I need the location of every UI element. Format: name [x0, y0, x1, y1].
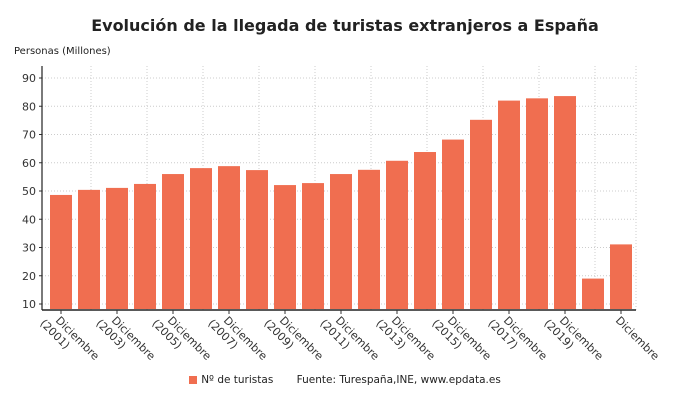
x-tick-label: Diciembre — [613, 314, 662, 363]
bar — [470, 119, 492, 309]
y-tick-label: 30 — [22, 242, 36, 255]
x-tick-label: Diciembre(2003) — [93, 308, 158, 373]
y-tick-label: 60 — [22, 157, 36, 170]
y-tick-label: 10 — [22, 298, 36, 311]
source-note: Fuente: Turespaña,INE, www.epdata.es — [296, 374, 501, 386]
bar — [50, 194, 72, 309]
x-tick-label: Diciembre(2009) — [261, 308, 326, 373]
y-tick-label: 80 — [22, 100, 36, 113]
x-tick-label: Diciembre(2001) — [37, 308, 102, 373]
y-tick-label: 20 — [22, 270, 36, 283]
bar — [582, 278, 604, 309]
bar — [190, 168, 212, 309]
bar — [246, 170, 268, 309]
bar — [386, 160, 408, 309]
x-tick-label: Diciembre(2013) — [373, 308, 438, 373]
legend-swatch — [189, 376, 198, 384]
x-tick-label: Diciembre(2015) — [429, 308, 494, 373]
bar — [134, 183, 156, 309]
bar — [330, 174, 352, 309]
x-tick-label: Diciembre(2007) — [205, 308, 270, 373]
bar — [78, 189, 100, 309]
bar — [498, 100, 520, 309]
bar — [106, 187, 128, 309]
bar — [274, 185, 296, 309]
x-tick-label: Diciembre(2019) — [541, 308, 606, 373]
bar — [162, 174, 184, 309]
legend: Nº de turistas Fuente: Turespaña,INE, ww… — [0, 374, 690, 386]
bar — [302, 183, 324, 309]
x-tick-label: Diciembre(2005) — [149, 308, 214, 373]
y-tick-label: 70 — [22, 129, 36, 142]
bar — [218, 166, 240, 309]
y-tick-label: 90 — [22, 72, 36, 85]
bar — [414, 152, 436, 309]
bar — [526, 98, 548, 309]
chart-title: Evolución de la llegada de turistas extr… — [91, 16, 599, 35]
bar — [358, 169, 380, 309]
y-tick-label: 50 — [22, 185, 36, 198]
y-axis-label: Personas (Millones) — [14, 46, 111, 57]
bar — [554, 96, 576, 309]
legend-label: Nº de turistas — [201, 374, 274, 386]
x-tick-label: Diciembre(2011) — [317, 308, 382, 373]
bar — [442, 139, 464, 309]
y-tick-label: 40 — [22, 213, 36, 226]
x-tick-label: Diciembre(2017) — [485, 308, 550, 373]
bar — [610, 244, 632, 309]
